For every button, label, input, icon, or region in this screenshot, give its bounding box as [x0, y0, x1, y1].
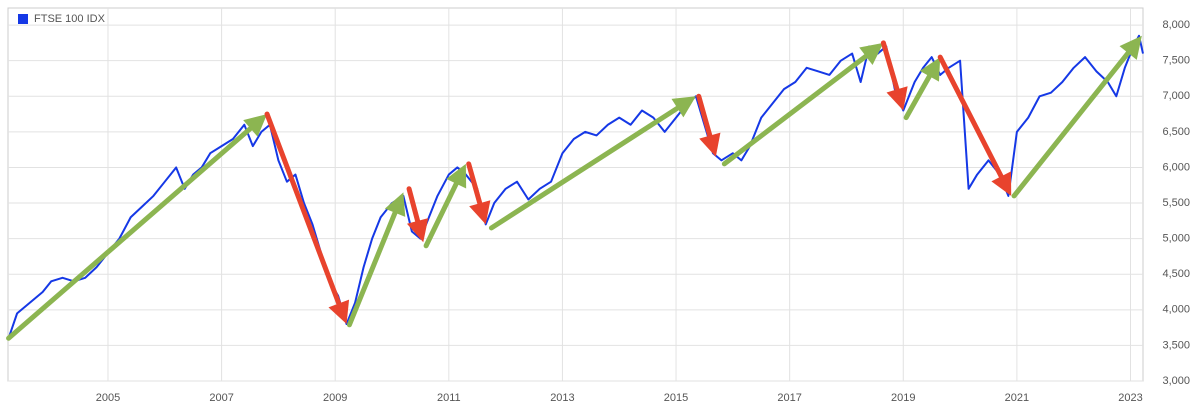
trend-arrow-head: [671, 96, 696, 118]
x-tick-label: 2019: [891, 392, 915, 404]
trend-arrow-shaft: [880, 40, 900, 92]
trend-arrow-shaft: [423, 181, 459, 249]
y-tick-label: 3,500: [1162, 339, 1190, 351]
y-tick-label: 3,000: [1162, 375, 1190, 387]
y-tick-label: 6,500: [1162, 126, 1190, 138]
trend-arrow-head: [469, 200, 491, 225]
series-line: [7, 34, 1144, 339]
y-tick-label: 5,000: [1162, 233, 1190, 245]
y-tick-label: 4,500: [1162, 268, 1190, 280]
trend-arrow-head: [991, 171, 1012, 196]
trend-arrow-head: [406, 218, 429, 243]
y-tick-label: 4,000: [1162, 304, 1190, 316]
x-tick-label: 2023: [1118, 392, 1142, 404]
trend-arrow-shaft: [937, 54, 1004, 179]
trend-arrow-shaft: [1011, 50, 1131, 199]
trend-arrow-shaft: [406, 186, 421, 224]
y-tick-label: 7,500: [1162, 55, 1190, 67]
trend-arrow-shaft: [721, 53, 869, 167]
trend-arrow-head: [1119, 35, 1142, 60]
y-tick-label: 7,000: [1162, 90, 1190, 102]
trend-arrow-shaft: [488, 105, 680, 231]
trend-arrow-shaft: [6, 125, 253, 341]
plot-frame: [7, 7, 1144, 382]
legend-swatch: [18, 14, 28, 24]
x-tick-label: 2011: [437, 392, 461, 404]
x-tick-label: 2007: [209, 392, 233, 404]
trend-arrow-shaft: [264, 111, 342, 306]
trend-arrow-head: [919, 57, 941, 82]
x-tick-label: 2005: [96, 392, 120, 404]
trend-arrow-head: [328, 299, 350, 325]
trend-arrow-shaft: [696, 93, 713, 139]
y-tick-label: 6,000: [1162, 161, 1190, 173]
trend-arrow-shaft: [466, 161, 483, 206]
x-tick-label: 2015: [664, 392, 688, 404]
trend-arrow-head: [859, 42, 884, 65]
trend-arrow-shaft: [346, 210, 398, 328]
trend-arrow-head: [886, 86, 908, 111]
trend-arrow-head: [243, 114, 268, 137]
legend-label: FTSE 100 IDX: [34, 13, 106, 25]
x-tick-label: 2017: [777, 392, 801, 404]
x-tick-label: 2021: [1005, 392, 1029, 404]
trend-arrow-head: [446, 163, 467, 189]
trend-arrow-head: [384, 192, 406, 217]
y-tick-label: 8,000: [1162, 19, 1190, 31]
x-tick-label: 2009: [323, 392, 347, 404]
y-tick-label: 5,500: [1162, 197, 1190, 209]
trend-arrow-head: [699, 132, 721, 157]
trend-arrow-shaft: [903, 73, 932, 121]
x-tick-label: 2013: [550, 392, 574, 404]
